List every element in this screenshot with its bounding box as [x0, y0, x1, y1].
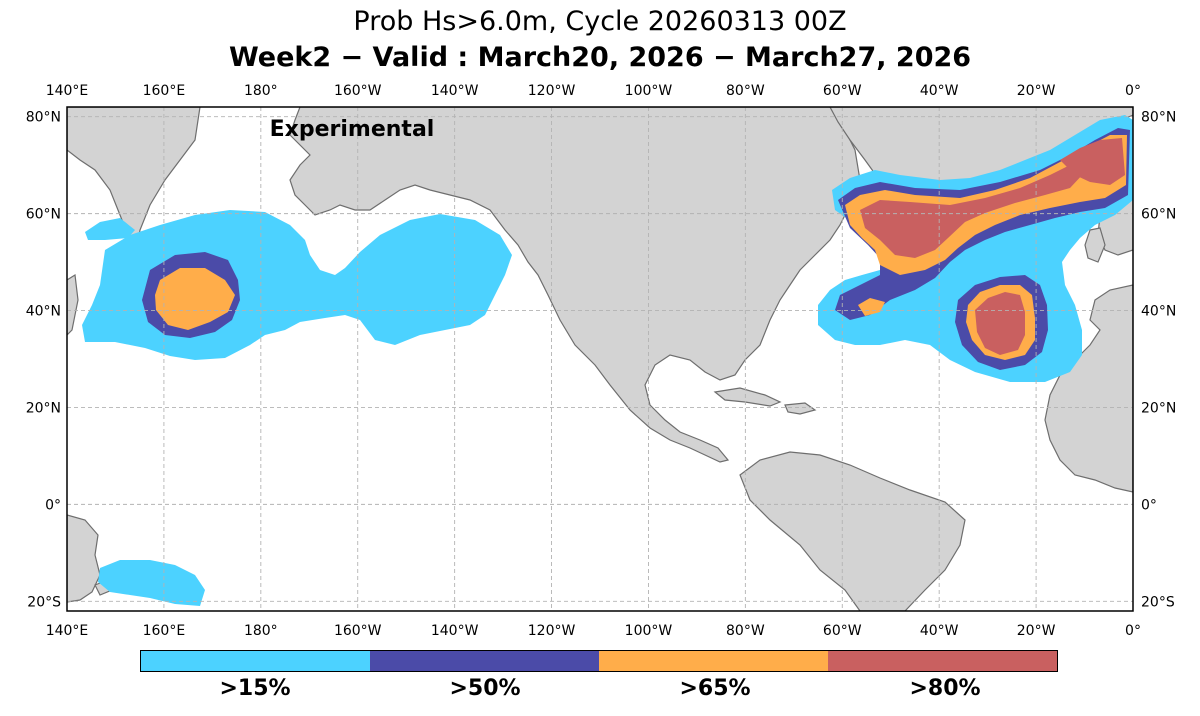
colorbar-segment-gt50	[370, 651, 599, 671]
lat-tick-label-right: 40°N	[1141, 304, 1176, 320]
lon-tick-label-bottom: 160°W	[334, 623, 382, 639]
lat-tick-label-left: 20°S	[27, 594, 61, 610]
lon-tick-label-bottom: 180°	[244, 623, 278, 639]
lat-tick-label-right: 80°N	[1141, 110, 1176, 126]
lon-tick-label-top: 0°	[1125, 83, 1141, 99]
lat-tick-label-left: 60°N	[26, 207, 61, 223]
lon-tick-label-bottom: 0°	[1125, 623, 1141, 639]
lon-tick-label-top: 60°W	[823, 83, 862, 99]
lat-tick-label-left: 40°N	[26, 304, 61, 320]
lon-tick-label-top: 140°W	[431, 83, 479, 99]
lon-tick-label-bottom: 140°E	[46, 623, 89, 639]
land-cuba	[713, 387, 782, 407]
lat-tick-label-left: 20°N	[26, 400, 61, 416]
lat-tick-label-right: 60°N	[1141, 207, 1176, 223]
watermark-experimental: Experimental	[270, 117, 435, 142]
lon-tick-label-bottom: 80°W	[726, 623, 765, 639]
land-north-america	[289, 107, 861, 463]
lon-tick-label-top: 80°W	[726, 83, 765, 99]
lon-tick-label-bottom: 140°W	[431, 623, 479, 639]
contour-gt80	[860, 138, 1125, 355]
lat-tick-label-left: 0°	[45, 497, 61, 513]
lon-tick-label-top: 120°W	[528, 83, 576, 99]
land-south-america	[739, 451, 966, 611]
lon-tick-label-top: 160°W	[334, 83, 382, 99]
lon-tick-label-bottom: 40°W	[920, 623, 959, 639]
lat-tick-label-right: 20°N	[1141, 400, 1176, 416]
axis-tick-labels: 140°E 140°E 160°E 160°E 180° 180° 160°W 160°W 14…	[26, 83, 1177, 639]
lat-tick-label-left: 80°N	[26, 110, 61, 126]
lon-tick-label-top: 100°W	[625, 83, 673, 99]
legend-label-gt15: >15%	[219, 676, 291, 701]
lon-tick-label-top: 180°	[244, 83, 278, 99]
land-africa	[1044, 284, 1133, 493]
chart-subtitle: Week2 − Valid : March20, 2026 − March27,…	[228, 42, 972, 73]
land-hispaniola	[784, 402, 817, 415]
land-uk	[1084, 227, 1106, 263]
lon-tick-label-bottom: 120°W	[528, 623, 576, 639]
lon-tick-label-bottom: 160°E	[143, 623, 186, 639]
map-frame	[66, 106, 1134, 612]
colorbar-segment-gt80	[828, 651, 1057, 671]
lon-tick-label-top: 40°W	[920, 83, 959, 99]
lon-tick-label-top: 20°W	[1017, 83, 1056, 99]
colorbar	[140, 650, 1058, 672]
lon-tick-label-bottom: 100°W	[625, 623, 673, 639]
legend-label-gt65: >65%	[679, 676, 751, 701]
colorbar-segment-gt65	[599, 651, 828, 671]
probability-contours	[82, 115, 1133, 606]
lat-tick-label-right: 0°	[1141, 497, 1157, 513]
lon-tick-label-bottom: 20°W	[1017, 623, 1056, 639]
legend-label-gt80: >80%	[909, 676, 981, 701]
gridlines	[67, 107, 1133, 611]
lon-tick-label-top: 160°E	[143, 83, 186, 99]
chart-title: Prob Hs>6.0m, Cycle 20260313 00Z	[353, 6, 847, 37]
lon-tick-label-bottom: 60°W	[823, 623, 862, 639]
legend-label-gt50: >50%	[449, 676, 521, 701]
lon-tick-label-top: 140°E	[46, 83, 89, 99]
land-asia-edge	[67, 273, 79, 336]
lat-tick-label-right: 20°S	[1141, 594, 1175, 610]
colorbar-segment-gt15	[141, 651, 370, 671]
